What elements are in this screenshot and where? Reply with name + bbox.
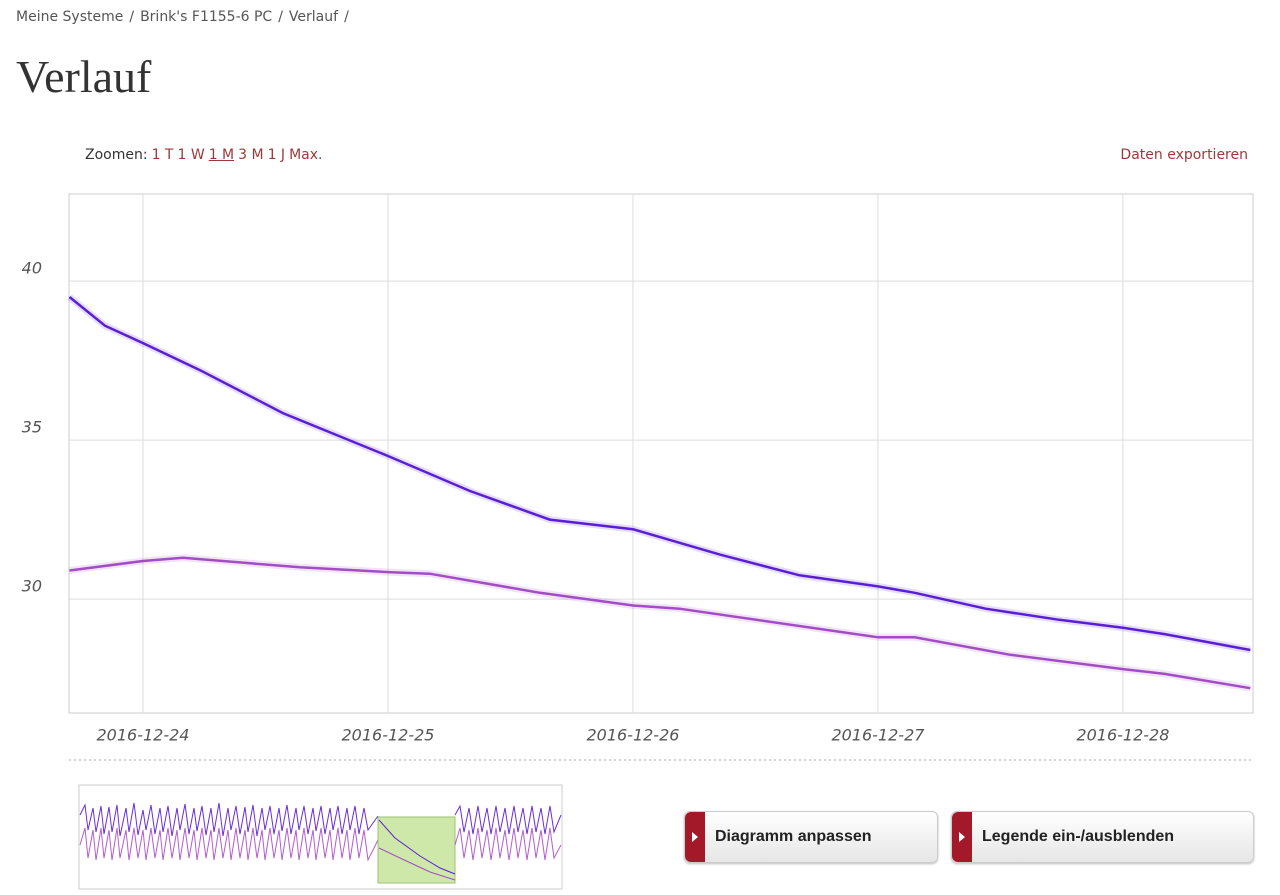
series-line	[68, 296, 1251, 652]
navigator-selection[interactable]	[377, 816, 456, 884]
zoom-label: Zoomen:	[85, 147, 148, 163]
page-title: Verlauf	[16, 51, 152, 102]
crumb[interactable]: Verlauf	[288, 9, 339, 25]
plot-area	[68, 193, 1254, 714]
y-tick-label: 30	[22, 577, 42, 596]
separator: /	[129, 9, 135, 25]
navigator[interactable]	[78, 784, 563, 890]
button-label: Diagramm anpassen	[715, 828, 872, 845]
x-tick-label: 2016-12-24	[96, 726, 189, 745]
zoom-option[interactable]: 3 M	[238, 147, 264, 163]
navigator-line	[79, 802, 379, 837]
breadcrumb: Meine Systeme / Brink's F1155-6 PC / Verlauf…	[16, 9, 355, 25]
export-link[interactable]: Daten exportieren	[1120, 147, 1248, 163]
separator: /	[344, 9, 349, 25]
crumb[interactable]: Meine Systeme	[16, 9, 124, 25]
x-tick-label: 2016-12-28	[1076, 726, 1169, 745]
zoom-option[interactable]: 1 J	[267, 147, 286, 163]
zoom-option[interactable]: 1 W	[177, 147, 205, 163]
zoom-option[interactable]: 1 M	[208, 147, 235, 163]
button-label: Legende ein-/ausblenden	[982, 828, 1175, 845]
crumb[interactable]: Brink's F1155-6 PC	[140, 9, 273, 25]
navigator-frame	[78, 784, 563, 890]
legend-toggle-button[interactable]: Legende ein-/ausblenden	[951, 811, 1254, 863]
zoom-option[interactable]: 1 T	[151, 147, 174, 163]
x-tick-label: 2016-12-27	[831, 726, 925, 745]
x-tick-label: 2016-12-26	[586, 726, 679, 745]
zoom-option[interactable]: Max.	[289, 147, 323, 163]
y-tick-label: 35	[22, 418, 42, 437]
adjust-chart-button[interactable]: Diagramm anpassen	[684, 811, 938, 863]
separator: /	[278, 9, 283, 25]
x-tick-label: 2016-12-25	[341, 726, 434, 745]
series-line	[69, 556, 1251, 690]
y-tick-label: 40	[22, 259, 42, 278]
